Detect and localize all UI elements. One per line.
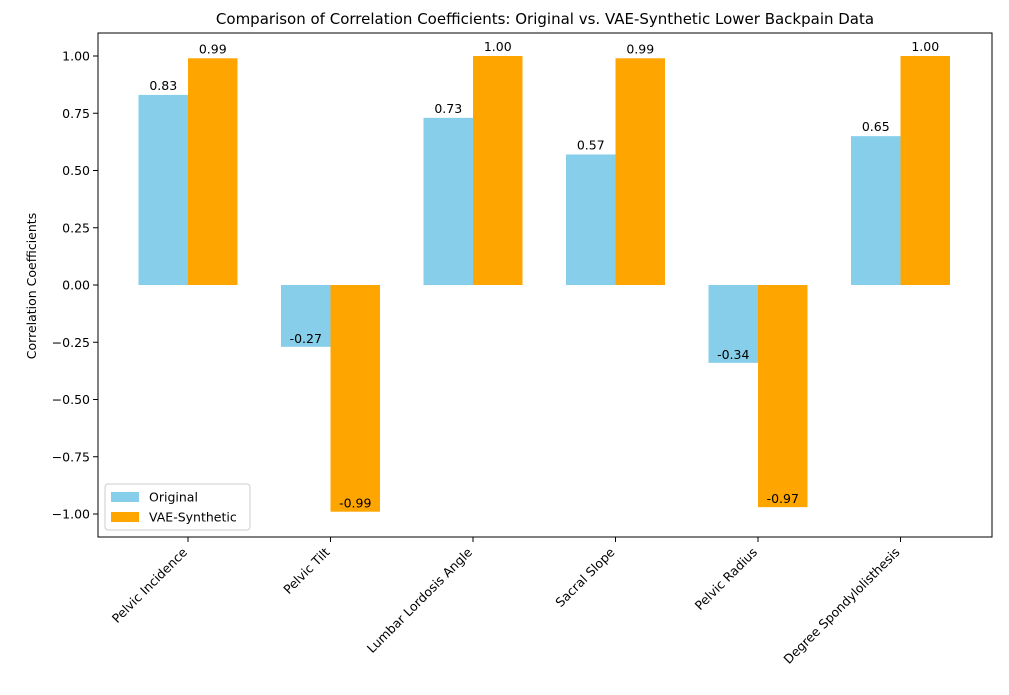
legend-label: VAE-Synthetic xyxy=(149,510,237,525)
y-axis-label: Correlation Coefficients xyxy=(24,213,39,359)
data-label: -0.97 xyxy=(767,491,799,506)
y-tick-label: −1.00 xyxy=(52,507,90,522)
data-label: -0.27 xyxy=(290,331,322,346)
data-label: 0.83 xyxy=(149,78,177,93)
x-tick-label: Pelvic Radius xyxy=(692,545,761,614)
bar-vae-synthetic xyxy=(615,58,665,285)
data-label: -0.99 xyxy=(339,496,371,511)
data-label: 0.99 xyxy=(199,41,227,56)
x-tick-label: Pelvic Tilt xyxy=(280,544,332,596)
bar-vae-synthetic xyxy=(330,285,380,512)
y-tick-label: 0.25 xyxy=(62,220,90,235)
x-tick-label: Sacral Slope xyxy=(552,544,618,610)
legend-label: Original xyxy=(149,490,198,505)
data-label: 1.00 xyxy=(484,39,512,54)
bar-original xyxy=(138,94,188,286)
data-label: 0.57 xyxy=(577,137,605,152)
chart-title: Comparison of Correlation Coefficients: … xyxy=(216,10,874,28)
legend-box xyxy=(104,483,251,531)
legend-swatch xyxy=(111,492,139,502)
data-label: 0.73 xyxy=(434,101,462,116)
bar-original xyxy=(423,117,473,285)
y-tick-label: −0.50 xyxy=(52,392,90,407)
data-label: 0.99 xyxy=(626,41,654,56)
y-tick-label: 0.50 xyxy=(62,163,90,178)
bar-vae-synthetic xyxy=(900,56,950,285)
y-tick-label: 0.00 xyxy=(62,278,90,293)
plot-area: 1.00 0.75 0.50 0.25 0.00 −0.25 −0.50 −0.75 −1.00… xyxy=(52,39,950,667)
data-label: 1.00 xyxy=(911,39,939,54)
bar-original xyxy=(566,154,616,285)
y-tick-label: −0.75 xyxy=(52,449,90,464)
x-tick-label: Lumbar Lordosis Angle xyxy=(364,544,476,656)
y-tick-label: 1.00 xyxy=(62,49,90,64)
legend-swatch xyxy=(111,512,139,522)
bar-vae-synthetic xyxy=(188,58,238,285)
plot-frame xyxy=(97,32,993,538)
y-tick-label: −0.25 xyxy=(52,335,90,350)
x-tick-label: Degree Spondylolisthesis xyxy=(780,545,902,667)
y-tick-label: 0.75 xyxy=(62,106,90,121)
data-label: -0.34 xyxy=(717,347,749,362)
bar-original xyxy=(851,136,901,285)
bar-vae-synthetic xyxy=(758,285,808,508)
data-label: 0.65 xyxy=(862,119,890,134)
legend: Original VAE-Synthetic xyxy=(104,483,251,531)
bar-original xyxy=(708,285,758,363)
x-tick-label: Pelvic Incidence xyxy=(109,544,191,626)
bar-original xyxy=(281,285,331,347)
bar-vae-synthetic xyxy=(473,56,523,285)
